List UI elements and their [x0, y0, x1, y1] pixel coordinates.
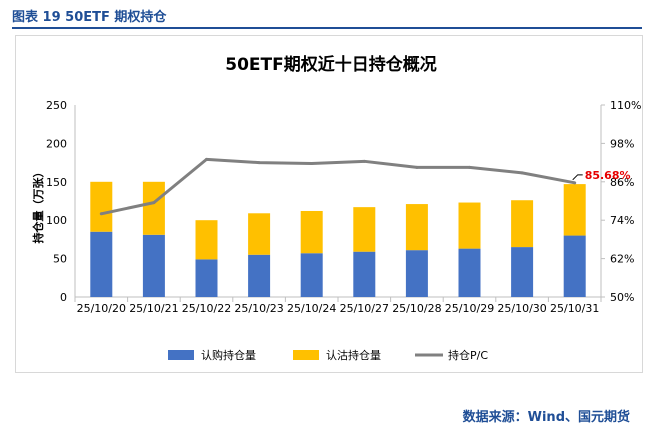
bar-put-25/10/21 — [142, 181, 165, 235]
point-pc-25/10/24 — [310, 162, 314, 166]
point-pc-25/10/30 — [520, 171, 524, 175]
bar-put-25/10/28 — [405, 204, 428, 251]
bar-put-25/10/27 — [353, 207, 376, 252]
x-tick-label: 25/10/31 — [550, 302, 599, 315]
data-source: 数据来源：Wind、国元期货 — [462, 410, 630, 425]
y2-tick-label: 110% — [610, 99, 641, 112]
legend-label-1: 认沽持仓量 — [326, 348, 381, 362]
bar-put-25/10/23 — [248, 213, 271, 255]
point-pc-25/10/22 — [205, 157, 208, 161]
bar-call-25/10/22 — [195, 259, 218, 297]
legend-label-0: 认购持仓量 — [201, 348, 256, 362]
y2-tick-label: 74% — [610, 214, 634, 227]
x-tick-label: 25/10/29 — [445, 302, 494, 315]
point-pc-25/10/21 — [152, 201, 156, 205]
point-pc-25/10/31 — [573, 181, 577, 185]
point-pc-25/10/20 — [99, 212, 103, 216]
bar-call-25/10/31 — [563, 235, 586, 297]
y-tick-label: 200 — [46, 137, 67, 150]
y-tick-label: 50 — [53, 253, 67, 266]
point-pc-25/10/27 — [362, 159, 366, 163]
y-tick-label: 100 — [46, 214, 67, 227]
x-tick-label: 25/10/28 — [392, 302, 441, 315]
bar-call-25/10/28 — [405, 250, 428, 297]
bar-call-25/10/30 — [511, 247, 534, 297]
point-pc-25/10/29 — [468, 165, 471, 169]
y-axis-label: 持仓量（万张） — [31, 167, 45, 244]
legend-swatch-0 — [168, 350, 194, 360]
bar-call-25/10/24 — [300, 253, 323, 297]
bar-put-25/10/22 — [195, 220, 218, 260]
legend-swatch-1 — [293, 350, 319, 360]
figure-caption: 图表 19 50ETF 期权持仓 — [12, 10, 167, 25]
bar-put-25/10/24 — [300, 210, 323, 254]
bar-call-25/10/29 — [458, 248, 481, 297]
chart-frame — [15, 35, 643, 373]
x-tick-label: 25/10/20 — [77, 302, 126, 315]
annotation-last-pc: 85.68% — [585, 169, 631, 182]
y2-tick-label: 62% — [610, 253, 634, 266]
x-tick-label: 25/10/22 — [182, 302, 231, 315]
x-tick-label: 25/10/24 — [287, 302, 336, 315]
x-tick-label: 25/10/23 — [234, 302, 283, 315]
y-tick-label: 0 — [60, 291, 67, 304]
y2-tick-label: 98% — [610, 137, 634, 150]
line-pc-ratio — [100, 157, 575, 216]
point-pc-25/10/28 — [415, 165, 419, 169]
caption-rule — [12, 27, 642, 29]
chart-title: 50ETF期权近十日持仓概况 — [225, 54, 436, 75]
bar-put-25/10/29 — [458, 202, 481, 249]
annotation-leader — [572, 174, 583, 181]
bar-put-25/10/20 — [90, 181, 113, 232]
bar-call-25/10/20 — [90, 231, 113, 297]
plot-area: 0 50 100 150 200 250 50% 62% 74% 86% 98% 110% 25/10/… — [46, 99, 641, 315]
legend-label-2: 持仓P/C — [448, 348, 488, 362]
bar-put-25/10/31 — [563, 184, 586, 236]
y-tick-label: 250 — [46, 99, 67, 112]
y-tick-label: 150 — [46, 176, 67, 189]
point-pc-25/10/23 — [257, 161, 261, 165]
x-tick-label: 25/10/30 — [497, 302, 546, 315]
legend: 认购持仓量 认沽持仓量 持仓P/C — [168, 348, 488, 362]
y2-tick-label: 50% — [610, 291, 634, 304]
bar-call-25/10/23 — [248, 254, 271, 297]
bar-call-25/10/21 — [142, 234, 165, 297]
x-tick-label: 25/10/21 — [129, 302, 178, 315]
y2-tick-label: 86% — [610, 176, 634, 189]
x-tick-label: 25/10/27 — [340, 302, 389, 315]
bar-put-25/10/30 — [511, 200, 534, 248]
bar-call-25/10/27 — [353, 251, 376, 297]
